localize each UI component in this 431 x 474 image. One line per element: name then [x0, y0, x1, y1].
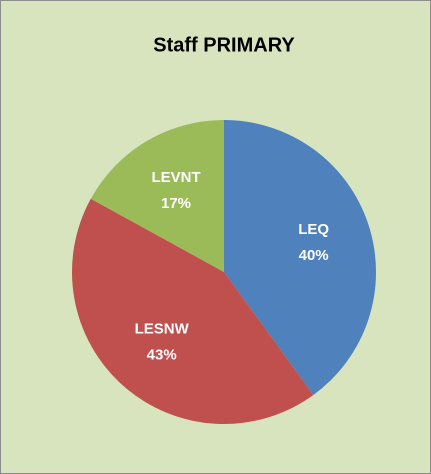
- slice-value-label: 43%: [147, 347, 177, 364]
- slice-label: LESNW: [135, 321, 190, 338]
- pie-slice: [224, 120, 377, 395]
- chart-title: Staff PRIMARY: [153, 34, 295, 56]
- slice-value-label: 40%: [299, 247, 329, 264]
- pie-slice: [90, 120, 224, 272]
- slice-label: LEVNT: [151, 169, 200, 186]
- slice-value-label: 17%: [161, 195, 191, 212]
- pie-slice: [71, 198, 314, 425]
- slice-label: LEQ: [298, 221, 329, 238]
